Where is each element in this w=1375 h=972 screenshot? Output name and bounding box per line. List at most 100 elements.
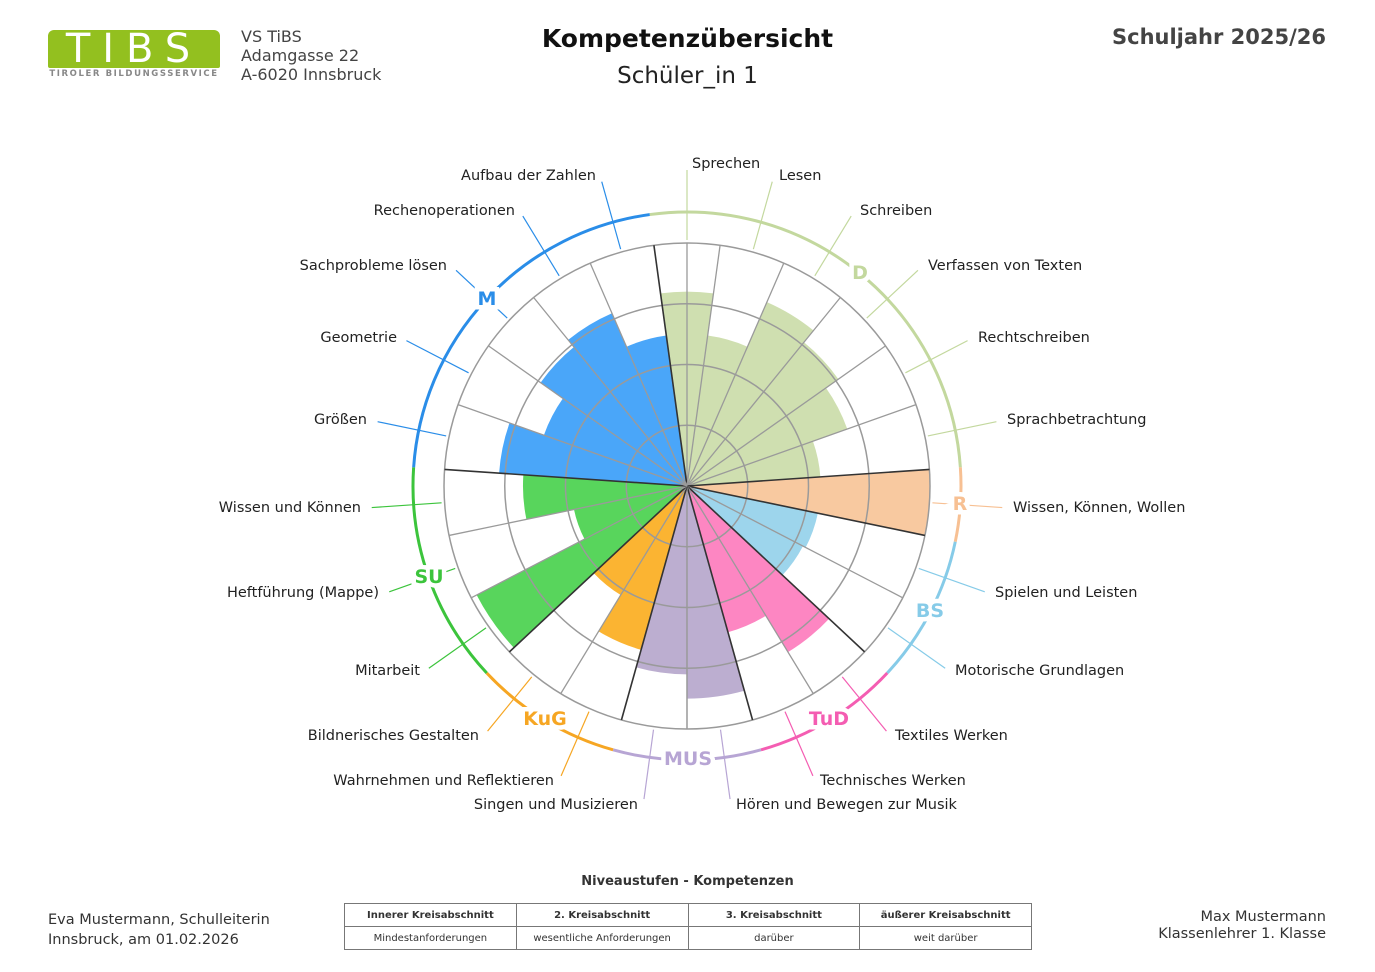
segment-boundary bbox=[560, 485, 688, 694]
value-bar-bildnerisches-gestalten bbox=[593, 486, 687, 596]
student-name: Schüler_in 1 bbox=[617, 63, 758, 89]
competency-label: Hören und Bewegen zur Musik bbox=[736, 797, 958, 813]
value-bar-rechtschreiben bbox=[687, 387, 848, 486]
competency-label: Lesen bbox=[779, 168, 821, 184]
place-date: Innsbruck, am 01.02.2026 bbox=[48, 932, 239, 948]
leader-line bbox=[841, 676, 887, 732]
leader-line bbox=[522, 215, 560, 277]
leader-line bbox=[428, 627, 487, 669]
competency-label: Wissen, Können, Wollen bbox=[1013, 500, 1185, 516]
group-boundary bbox=[686, 485, 926, 537]
competency-label: Wissen und Können bbox=[219, 500, 361, 516]
segment-boundary bbox=[686, 297, 841, 487]
competency-label: Sachprobleme lösen bbox=[300, 258, 447, 274]
group-label-r: R bbox=[953, 493, 968, 515]
group-label-su: SU bbox=[414, 566, 443, 588]
competency-label: Mitarbeit bbox=[355, 663, 420, 679]
group-label-bs: BS bbox=[916, 600, 944, 622]
group-boundary bbox=[686, 485, 754, 721]
group-boundary bbox=[620, 485, 688, 721]
legend-header: 3. Kreisabschnitt bbox=[687, 903, 861, 927]
value-bar-größen bbox=[499, 422, 687, 486]
segment-boundary bbox=[686, 485, 904, 599]
group-arc-kug bbox=[485, 671, 614, 752]
group-boundary bbox=[508, 485, 688, 653]
principal-signature: Eva Mustermann, Schulleiterin bbox=[48, 912, 270, 928]
leader-line bbox=[752, 181, 773, 250]
leader-line bbox=[719, 729, 731, 800]
competency-label: Sprachbetrachtung bbox=[1007, 412, 1147, 428]
group-label-mus: MUS bbox=[664, 748, 712, 770]
group-label-d: D bbox=[852, 262, 868, 284]
level-legend-table: Innerer Kreisabschnitt 2. Kreisabschnitt… bbox=[344, 903, 1032, 950]
leader-line bbox=[487, 676, 533, 732]
leader-line bbox=[927, 421, 997, 437]
segment-boundary bbox=[686, 245, 721, 487]
competency-label: Rechenoperationen bbox=[374, 203, 515, 219]
leader-line bbox=[918, 567, 985, 593]
legend-description: darüber bbox=[687, 926, 861, 950]
competency-label: Motorische Grundlagen bbox=[955, 663, 1124, 679]
logo bbox=[48, 30, 220, 68]
group-boundary bbox=[653, 245, 688, 487]
group-boundary bbox=[686, 468, 930, 487]
school-city: A-6020 Innsbruck bbox=[241, 65, 382, 84]
competency-label: Rechtschreiben bbox=[978, 330, 1090, 346]
segment-boundary bbox=[589, 262, 688, 487]
value-bar-sachprobleme-lösen bbox=[540, 346, 687, 486]
competency-label: Geometrie bbox=[320, 330, 397, 346]
segment-boundary bbox=[470, 485, 688, 599]
group-label-m: M bbox=[478, 288, 497, 310]
competency-label: Aufbau der Zahlen bbox=[461, 168, 596, 184]
group-arc-tud bbox=[760, 671, 889, 752]
competency-label: Schreiben bbox=[860, 203, 932, 219]
group-boundary bbox=[686, 485, 866, 653]
segment-boundary bbox=[686, 485, 814, 694]
leader-line bbox=[932, 502, 1003, 509]
legend-header: Innerer Kreisabschnitt bbox=[344, 903, 517, 927]
group-label-tud: TuD bbox=[809, 708, 849, 730]
segment-boundary bbox=[686, 262, 785, 487]
competency-label: Textiles Werken bbox=[894, 728, 1008, 744]
legend-header: äußerer Kreisabschnitt bbox=[859, 903, 1032, 927]
competency-label: Verfassen von Texten bbox=[928, 258, 1082, 274]
legend-description: wesentliche Anforderungen bbox=[515, 926, 689, 950]
competency-label: Wahrnehmen und Reflektieren bbox=[333, 773, 554, 789]
competency-label: Technisches Werken bbox=[819, 773, 966, 789]
segment-boundary bbox=[686, 345, 886, 487]
leader-line bbox=[389, 567, 456, 593]
group-label-kug: KuG bbox=[523, 708, 567, 730]
school-name: VS TiBS bbox=[241, 27, 302, 46]
school-year: Schuljahr 2025/26 bbox=[1112, 25, 1326, 49]
leader-line bbox=[371, 502, 442, 509]
competency-label: Heftführung (Mappe) bbox=[227, 585, 379, 601]
leader-line bbox=[887, 627, 946, 669]
leader-line bbox=[601, 181, 622, 250]
leader-line bbox=[560, 711, 590, 777]
segment-boundary bbox=[457, 404, 688, 487]
legend-title: Niveaustufen - Kompetenzen bbox=[581, 874, 794, 889]
logo-text: TIBS bbox=[65, 26, 203, 72]
segment-boundary bbox=[488, 345, 688, 487]
logo-subtitle: TIROLER BILDUNGSSERVICE bbox=[49, 69, 219, 79]
leader-line bbox=[784, 711, 814, 777]
leader-line bbox=[377, 421, 447, 437]
segment-boundary bbox=[533, 297, 688, 487]
value-bar-motorische-grundlagen bbox=[687, 486, 803, 576]
value-bar-geometrie bbox=[543, 398, 687, 486]
value-bar-rechenoperationen bbox=[568, 313, 687, 486]
competency-label: Bildnerisches Gestalten bbox=[308, 728, 479, 744]
competency-label: Größen bbox=[314, 412, 367, 428]
group-boundary bbox=[444, 468, 688, 487]
legend-header: 2. Kreisabschnitt bbox=[515, 903, 689, 927]
value-bar-wissen-und-können bbox=[522, 474, 687, 520]
competency-label: Spielen und Leisten bbox=[995, 585, 1137, 601]
footer-right: Max Mustermann Klassenlehrer 1. Klasse bbox=[1158, 909, 1326, 943]
value-bar-verfassen-von-texten bbox=[687, 342, 839, 486]
teacher-role: Klassenlehrer 1. Klasse bbox=[1158, 926, 1326, 942]
competency-label: Sprechen bbox=[692, 156, 760, 172]
leader-line bbox=[406, 340, 469, 374]
group-arc-d bbox=[649, 210, 962, 468]
group-arc-mus bbox=[612, 748, 762, 762]
